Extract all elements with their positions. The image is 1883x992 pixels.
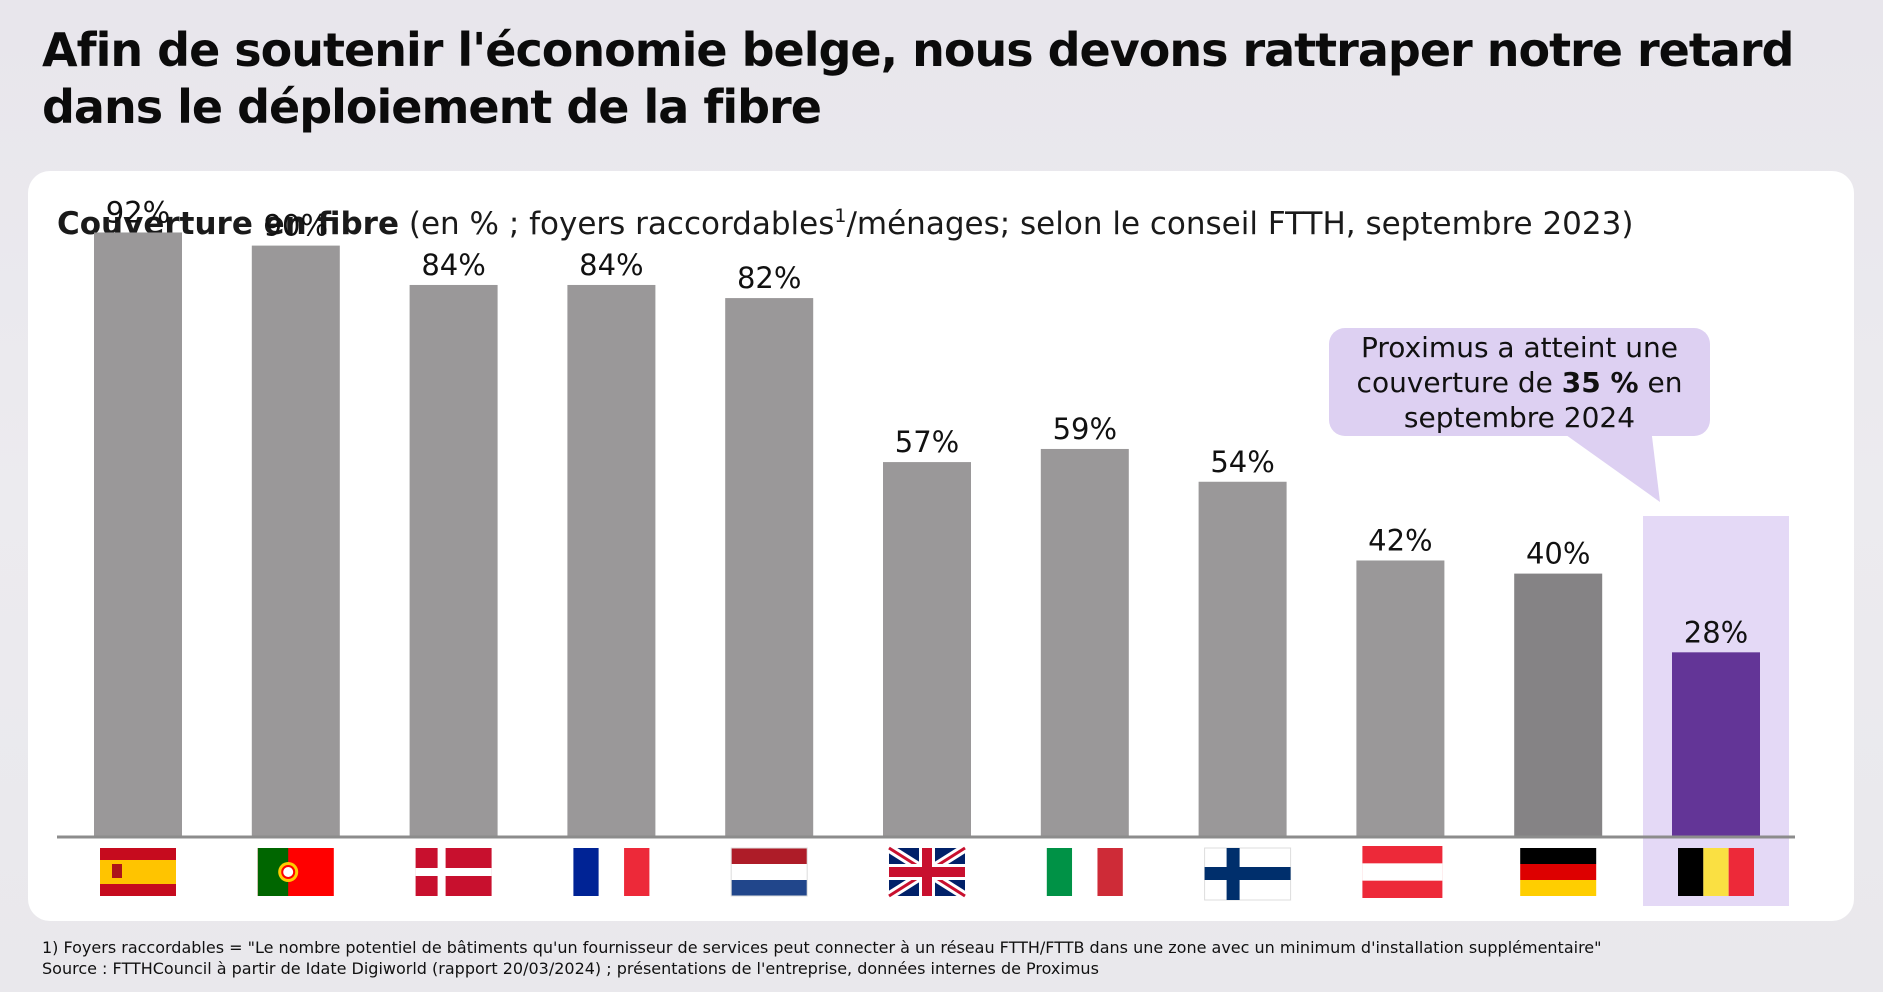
value-label-4: 82% [737, 261, 801, 295]
footnote-1: 1) Foyers raccordables = "Le nombre pote… [42, 938, 1602, 957]
bar-5 [883, 462, 971, 836]
flag-netherlands-icon [730, 847, 808, 897]
flag-denmark-icon [415, 848, 492, 896]
proximus-callout: Proximus a atteint une couverture de 35 … [1329, 328, 1710, 436]
flag-portugal-icon [257, 848, 334, 896]
bar-0 [94, 232, 182, 837]
callout-line-2-pre: couverture de [1356, 365, 1562, 399]
flag-austria-icon [1362, 846, 1443, 898]
chart-heading-post: /ménages; selon le conseil FTTH, septemb… [846, 206, 1634, 242]
callout-pointer [1545, 420, 1660, 502]
value-label-0: 92% [106, 195, 170, 229]
bar-8 [1356, 560, 1445, 836]
callout-line-1: Proximus a atteint une [1361, 330, 1678, 364]
callout-line-2-post: en [1638, 365, 1683, 399]
flag-germany-icon [1520, 848, 1597, 896]
value-label-6: 59% [1053, 412, 1117, 446]
bar-4 [725, 298, 814, 837]
value-label-2: 84% [421, 248, 485, 282]
callout-line-2-bold: 35 % [1561, 365, 1639, 399]
value-label-1: 90% [264, 209, 328, 243]
chart-heading: Couverture en fibre (en % ; foyers racco… [57, 196, 1633, 244]
value-label-3: 84% [579, 248, 643, 282]
flag-spain-icon [100, 848, 176, 896]
page-title: Afin de soutenir l'économie belge, nous … [42, 23, 1794, 134]
chart-heading-pre: (en % ; foyers raccordables [399, 206, 835, 242]
value-label-5: 57% [895, 425, 959, 459]
value-label-7: 54% [1210, 445, 1274, 479]
value-label-10: 28% [1684, 615, 1748, 649]
callout-line-3: septembre 2024 [1403, 400, 1636, 434]
flags-layer [100, 844, 1754, 901]
footnotes: 1) Foyers raccordables = "Le nombre pote… [42, 937, 1602, 979]
bar-7 [1198, 481, 1287, 836]
value-labels-layer: 92% 90% 84% 84% 82% 57% 59% 54% 42% 40% 28% [106, 195, 1748, 649]
bars-layer [94, 232, 1760, 837]
flag-finland-icon [1204, 847, 1292, 901]
bar-1 [251, 245, 340, 837]
bar-2 [409, 284, 498, 837]
bar-6 [1040, 448, 1129, 836]
flag-belgium-icon [1678, 848, 1754, 896]
flag-italy-icon [1046, 848, 1123, 896]
source-note: Source : FTTHCouncil à partir de Idate D… [42, 959, 1099, 978]
flag-uk-icon [886, 844, 968, 900]
bar-10 [1672, 652, 1760, 836]
bar-3 [567, 284, 656, 837]
value-label-9: 40% [1526, 537, 1590, 571]
flag-france-icon [573, 848, 650, 896]
chart-heading-footnote-ref: 1 [834, 205, 847, 227]
bar-9 [1514, 573, 1603, 836]
value-label-8: 42% [1368, 523, 1432, 557]
